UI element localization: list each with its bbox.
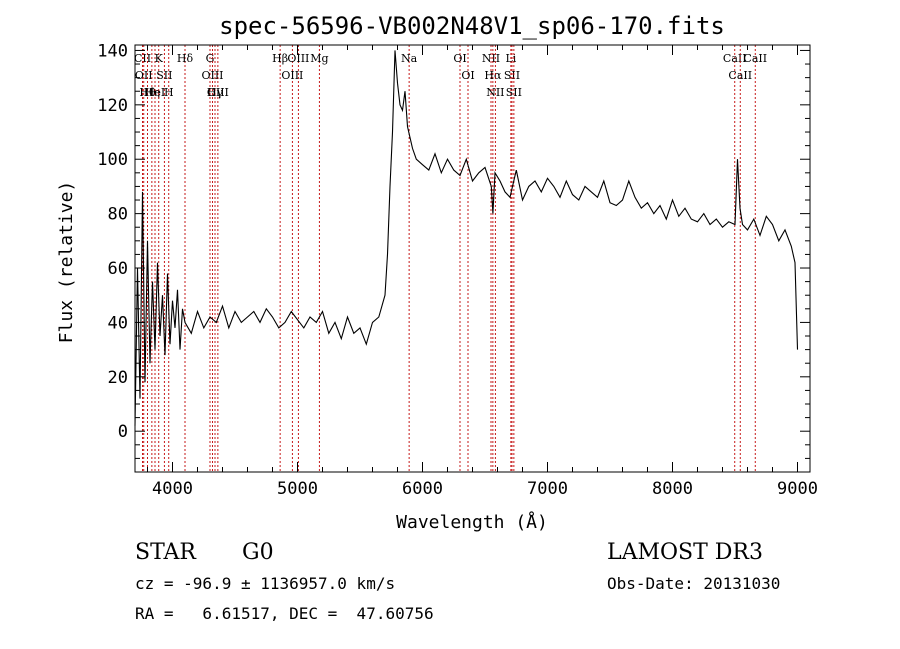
survey-name: LAMOST DR3	[607, 540, 763, 565]
y-tick-label: 0	[118, 422, 128, 442]
spectrum-line	[134, 50, 799, 426]
y-axis-label: Flux (relative)	[56, 181, 77, 344]
spectral-line-label: Hδ	[177, 52, 194, 65]
spectral-line-label: OIII	[201, 69, 223, 82]
spectral-line-label: HeI	[145, 86, 165, 99]
y-tick-label: 100	[97, 150, 128, 170]
spectral-line-label: OIII	[207, 86, 229, 99]
spectral-line-label: Hα	[484, 69, 502, 82]
x-tick-label: 4000	[152, 479, 193, 499]
y-tick-label: 40	[108, 313, 128, 333]
y-tick-label: 120	[97, 96, 128, 116]
x-tick-label: 8000	[652, 479, 693, 499]
spectral-line-label: OIII	[281, 69, 303, 82]
spectral-line-label: CaII	[743, 52, 767, 65]
obs-date: Obs-Date: 20131030	[607, 574, 781, 593]
spectral-line-label: OI	[461, 69, 474, 82]
spectral-line-label: SII	[506, 86, 522, 99]
chart-title: spec-56596-VB002N48V1_sp06-170.fits	[219, 12, 725, 40]
y-tick-label: 60	[108, 259, 128, 279]
spectral-line-label: OIII	[287, 52, 309, 65]
x-tick-label: 5000	[277, 479, 318, 499]
spectral-line-label: OII	[135, 69, 153, 82]
x-axis: 4000 5000 6000 7000 8000 9000	[147, 45, 818, 499]
redshift-line: cz = -96.9 ± 1136957.0 km/s	[135, 574, 396, 593]
spectral-line-label: NII	[486, 86, 504, 99]
spectral-line-label: CaII	[728, 69, 752, 82]
spectral-line-label: Mg	[310, 52, 328, 65]
spectral-line-label: SII	[156, 69, 172, 82]
object-type: STAR	[135, 540, 196, 565]
y-tick-label: 80	[108, 205, 128, 225]
plot-frame	[134, 44, 811, 473]
spectral-line-label: Hη	[144, 86, 160, 99]
x-tick-label: 6000	[402, 479, 443, 499]
y-tick-label: 140	[97, 41, 128, 61]
spectral-line-label: SII	[504, 69, 520, 82]
spectral-line-label: OI	[453, 52, 466, 65]
x-tick-label: 7000	[527, 479, 568, 499]
spectral-line-label: G	[206, 52, 215, 65]
spectral-line-label: NII	[482, 52, 500, 65]
spectral-line-label: Na	[401, 52, 418, 65]
y-tick-label: 20	[108, 368, 128, 388]
spectral-line-label: H	[164, 86, 174, 99]
spectral-line-label: K	[155, 52, 164, 65]
y-axis: 0 20 40 60 80 100 120 140	[97, 41, 810, 459]
coordinates: RA = 6.61517, DEC = 47.60756	[135, 604, 434, 623]
spectral-line-label: Hγ	[207, 86, 224, 99]
x-axis-label: Wavelength (Å)	[396, 511, 548, 533]
x-tick-label: 9000	[777, 479, 818, 499]
spectral-line-label: CII	[134, 52, 151, 65]
spectral-line-label: Hβ	[272, 52, 288, 65]
spectral-line-label: Li	[505, 52, 516, 65]
spectral-subclass: G0	[242, 540, 274, 565]
